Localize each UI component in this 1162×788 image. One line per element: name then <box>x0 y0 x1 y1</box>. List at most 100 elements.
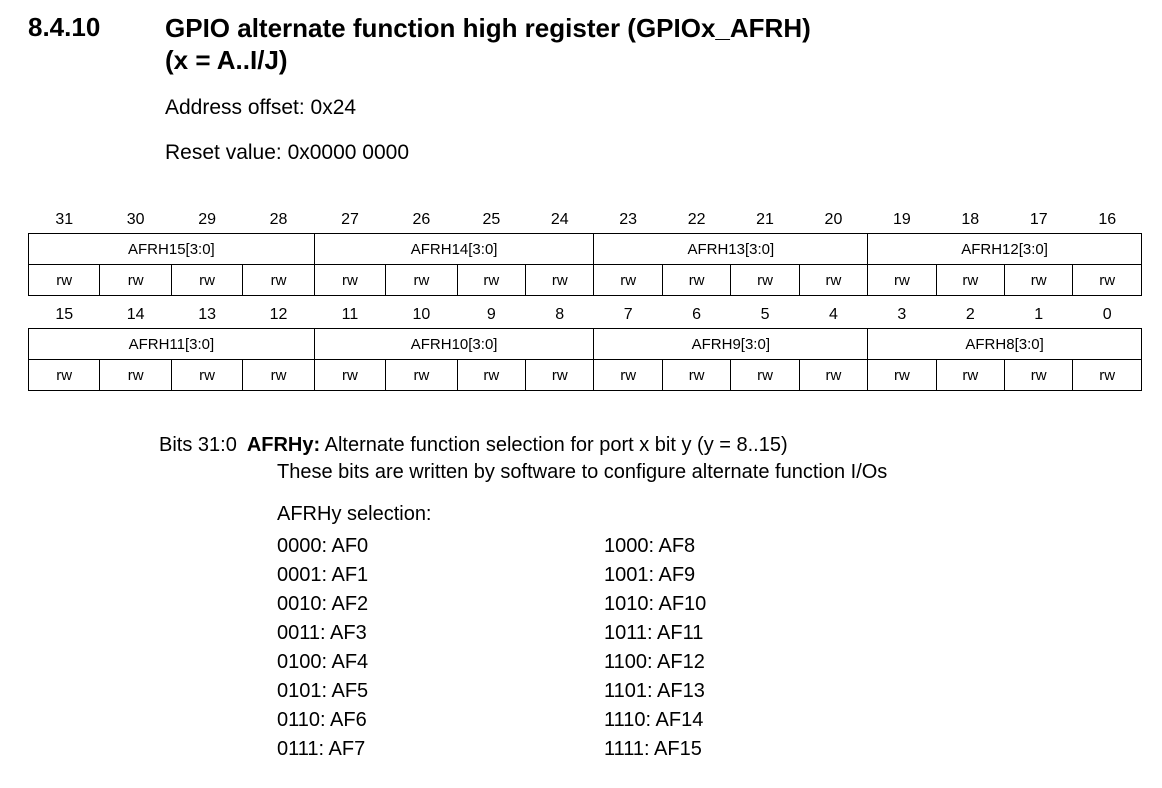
list-item: 1011: AF11 <box>604 622 704 644</box>
bit-number: 16 <box>1098 211 1117 228</box>
bit-number: 11 <box>341 306 359 323</box>
bit-number: 4 <box>828 306 838 323</box>
bit-number: 2 <box>965 306 975 323</box>
bits-range-label: Bits 31:0 <box>159 434 237 456</box>
bit-number: 12 <box>269 306 288 323</box>
access-row: rw rw rw rw rw rw rw rw rw rw rw rw rw r… <box>27 359 1142 391</box>
field-afrh9: AFRH9[3:0] <box>593 328 869 360</box>
bit-number: 7 <box>623 306 633 323</box>
field-afrh8: AFRH8[3:0] <box>867 328 1142 360</box>
bit-number: 26 <box>412 211 431 228</box>
access-type: rw <box>798 264 869 296</box>
bit-number: 8 <box>555 306 565 323</box>
list-item: 0010: AF2 <box>277 593 369 615</box>
field-row: AFRH11[3:0] AFRH10[3:0] AFRH9[3:0] AFRH8… <box>28 328 1142 360</box>
bit-number: 21 <box>756 211 774 228</box>
register-table-low: 15 14 13 12 11 10 9 8 7 6 5 4 3 2 1 0 AF… <box>27 302 1142 391</box>
access-type: rw <box>456 264 527 296</box>
bit-number: 27 <box>341 211 359 228</box>
bit-number: 18 <box>961 211 980 228</box>
access-type: rw <box>525 359 595 391</box>
list-item: 1100: AF12 <box>604 651 705 673</box>
bit-number: 15 <box>55 306 74 323</box>
list-item: 0000: AF0 <box>277 535 369 557</box>
bit-number: 31 <box>55 211 74 228</box>
bit-number: 24 <box>550 211 569 228</box>
access-type: rw <box>867 264 937 296</box>
access-type: rw <box>385 264 458 296</box>
access-type: rw <box>1003 264 1074 296</box>
access-type: rw <box>27 264 101 296</box>
access-type: rw <box>867 359 937 391</box>
bit-number: 25 <box>482 211 501 228</box>
bit-number: 1 <box>1034 306 1044 323</box>
list-item: 1111: AF15 <box>604 738 702 760</box>
bit-number: 9 <box>486 306 496 323</box>
bit-number: 19 <box>892 211 911 228</box>
access-type: rw <box>313 264 387 296</box>
bit-number: 30 <box>126 211 145 228</box>
list-item: 0001: AF1 <box>277 564 369 586</box>
access-row: rw rw rw rw rw rw rw rw rw rw rw rw rw r… <box>27 264 1142 296</box>
field-afrh15: AFRH15[3:0] <box>28 233 315 265</box>
selection-list-right: 1000: AF8 1001: AF9 1010: AF10 1011: AF1… <box>604 532 706 764</box>
list-item: 0110: AF6 <box>277 709 367 731</box>
section-title-line2: (x = A..I/J) <box>165 45 288 75</box>
access-type: rw <box>1072 359 1142 391</box>
access-type: rw <box>313 359 387 391</box>
bit-number: 0 <box>1102 306 1112 323</box>
field-name: AFRHy: <box>246 434 321 456</box>
access-type: rw <box>385 359 458 391</box>
list-item: 0100: AF4 <box>277 651 369 673</box>
access-type: rw <box>99 264 172 296</box>
access-type: rw <box>798 359 869 391</box>
bit-number-row: 31 30 29 28 27 26 25 24 23 22 21 20 19 1… <box>29 207 1142 234</box>
field-row: AFRH15[3:0] AFRH14[3:0] AFRH13[3:0] AFRH… <box>28 233 1142 265</box>
field-afrh14: AFRH14[3:0] <box>313 233 595 265</box>
section-title-line1: GPIO alternate function high register (G… <box>165 13 811 43</box>
field-afrh12: AFRH12[3:0] <box>867 233 1142 265</box>
list-item: 0111: AF7 <box>277 738 366 760</box>
bit-number: 3 <box>897 306 907 323</box>
bit-number-row: 15 14 13 12 11 10 9 8 7 6 5 4 3 2 1 0 <box>29 302 1142 329</box>
reset-value: Reset value: 0x0000 0000 <box>165 141 410 164</box>
access-type: rw <box>593 359 663 391</box>
access-type: rw <box>99 359 172 391</box>
selection-list-left: 0000: AF0 0001: AF1 0010: AF2 0011: AF3 … <box>277 532 368 764</box>
selection-label: AFRHy selection: <box>277 503 432 525</box>
access-type: rw <box>661 359 732 391</box>
list-item: 0101: AF5 <box>277 680 369 702</box>
bit-number: 20 <box>824 211 843 228</box>
section-number: 8.4.10 <box>28 12 101 42</box>
access-type: rw <box>1003 359 1074 391</box>
bit-number: 6 <box>692 306 702 323</box>
access-type: rw <box>935 359 1006 391</box>
field-afrh10: AFRH10[3:0] <box>313 328 595 360</box>
field-afrh11: AFRH11[3:0] <box>28 328 315 360</box>
access-type: rw <box>242 264 315 296</box>
bit-number: 29 <box>198 211 216 228</box>
bit-number: 23 <box>619 211 638 228</box>
list-item: 1000: AF8 <box>604 535 696 557</box>
access-type: rw <box>242 359 315 391</box>
register-table-high: 31 30 29 28 27 26 25 24 23 22 21 20 19 1… <box>27 207 1142 296</box>
bit-number: 28 <box>269 211 288 228</box>
list-item: 1001: AF9 <box>604 564 696 586</box>
list-item: 1010: AF10 <box>604 593 707 615</box>
bit-number: 5 <box>760 306 770 323</box>
field-description: Alternate function selection for port x … <box>320 434 788 456</box>
field-afrh13: AFRH13[3:0] <box>593 233 869 265</box>
address-offset: Address offset: 0x24 <box>165 96 357 119</box>
bit-number: 22 <box>687 211 706 228</box>
bit-number: 10 <box>412 306 431 323</box>
access-type: rw <box>593 264 663 296</box>
list-item: 1101: AF13 <box>604 680 705 702</box>
list-item: 1110: AF14 <box>604 709 704 731</box>
bit-number: 17 <box>1029 211 1048 228</box>
access-type: rw <box>525 264 595 296</box>
bit-number: 13 <box>198 306 216 323</box>
access-type: rw <box>170 359 244 391</box>
access-type: rw <box>1072 264 1142 296</box>
access-type: rw <box>661 264 732 296</box>
access-type: rw <box>935 264 1006 296</box>
